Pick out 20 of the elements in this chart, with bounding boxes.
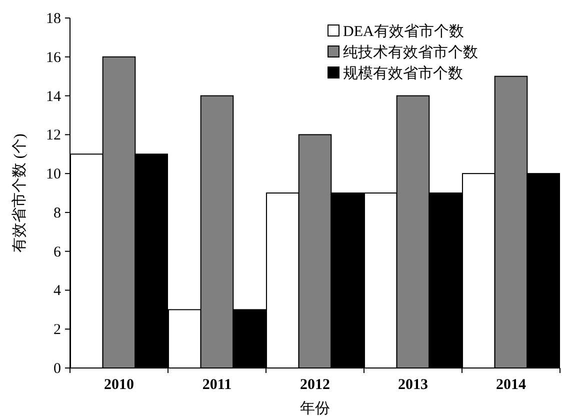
x-tick-label: 2012 — [300, 377, 330, 393]
x-tick-label: 2014 — [496, 377, 526, 393]
y-tick-label: 8 — [54, 205, 61, 222]
x-tick-label: 2013 — [398, 377, 428, 393]
legend-label: 纯技术有效省市个数 — [343, 44, 478, 61]
x-tick-label: 2010 — [104, 377, 134, 393]
y-tick-label: 4 — [54, 283, 62, 300]
y-tick-label: 10 — [46, 166, 61, 183]
y-tick-label: 12 — [46, 128, 61, 144]
x-tick-label: 2011 — [202, 377, 232, 393]
y-tick-label: 18 — [46, 11, 61, 27]
y-tick-label: 6 — [54, 244, 62, 260]
legend-label: 规模有效省市个数 — [343, 65, 463, 82]
y-tick-label: 0 — [54, 361, 61, 377]
y-tick-label: 2 — [54, 322, 61, 338]
y-axis-title: 有效省市个数 (个) — [11, 134, 28, 252]
y-tick-label: 16 — [46, 50, 62, 66]
y-tick-label: 14 — [46, 88, 62, 105]
x-axis-title: 年份 — [300, 400, 330, 417]
legend-label: DEA有效省市个数 — [343, 23, 464, 40]
